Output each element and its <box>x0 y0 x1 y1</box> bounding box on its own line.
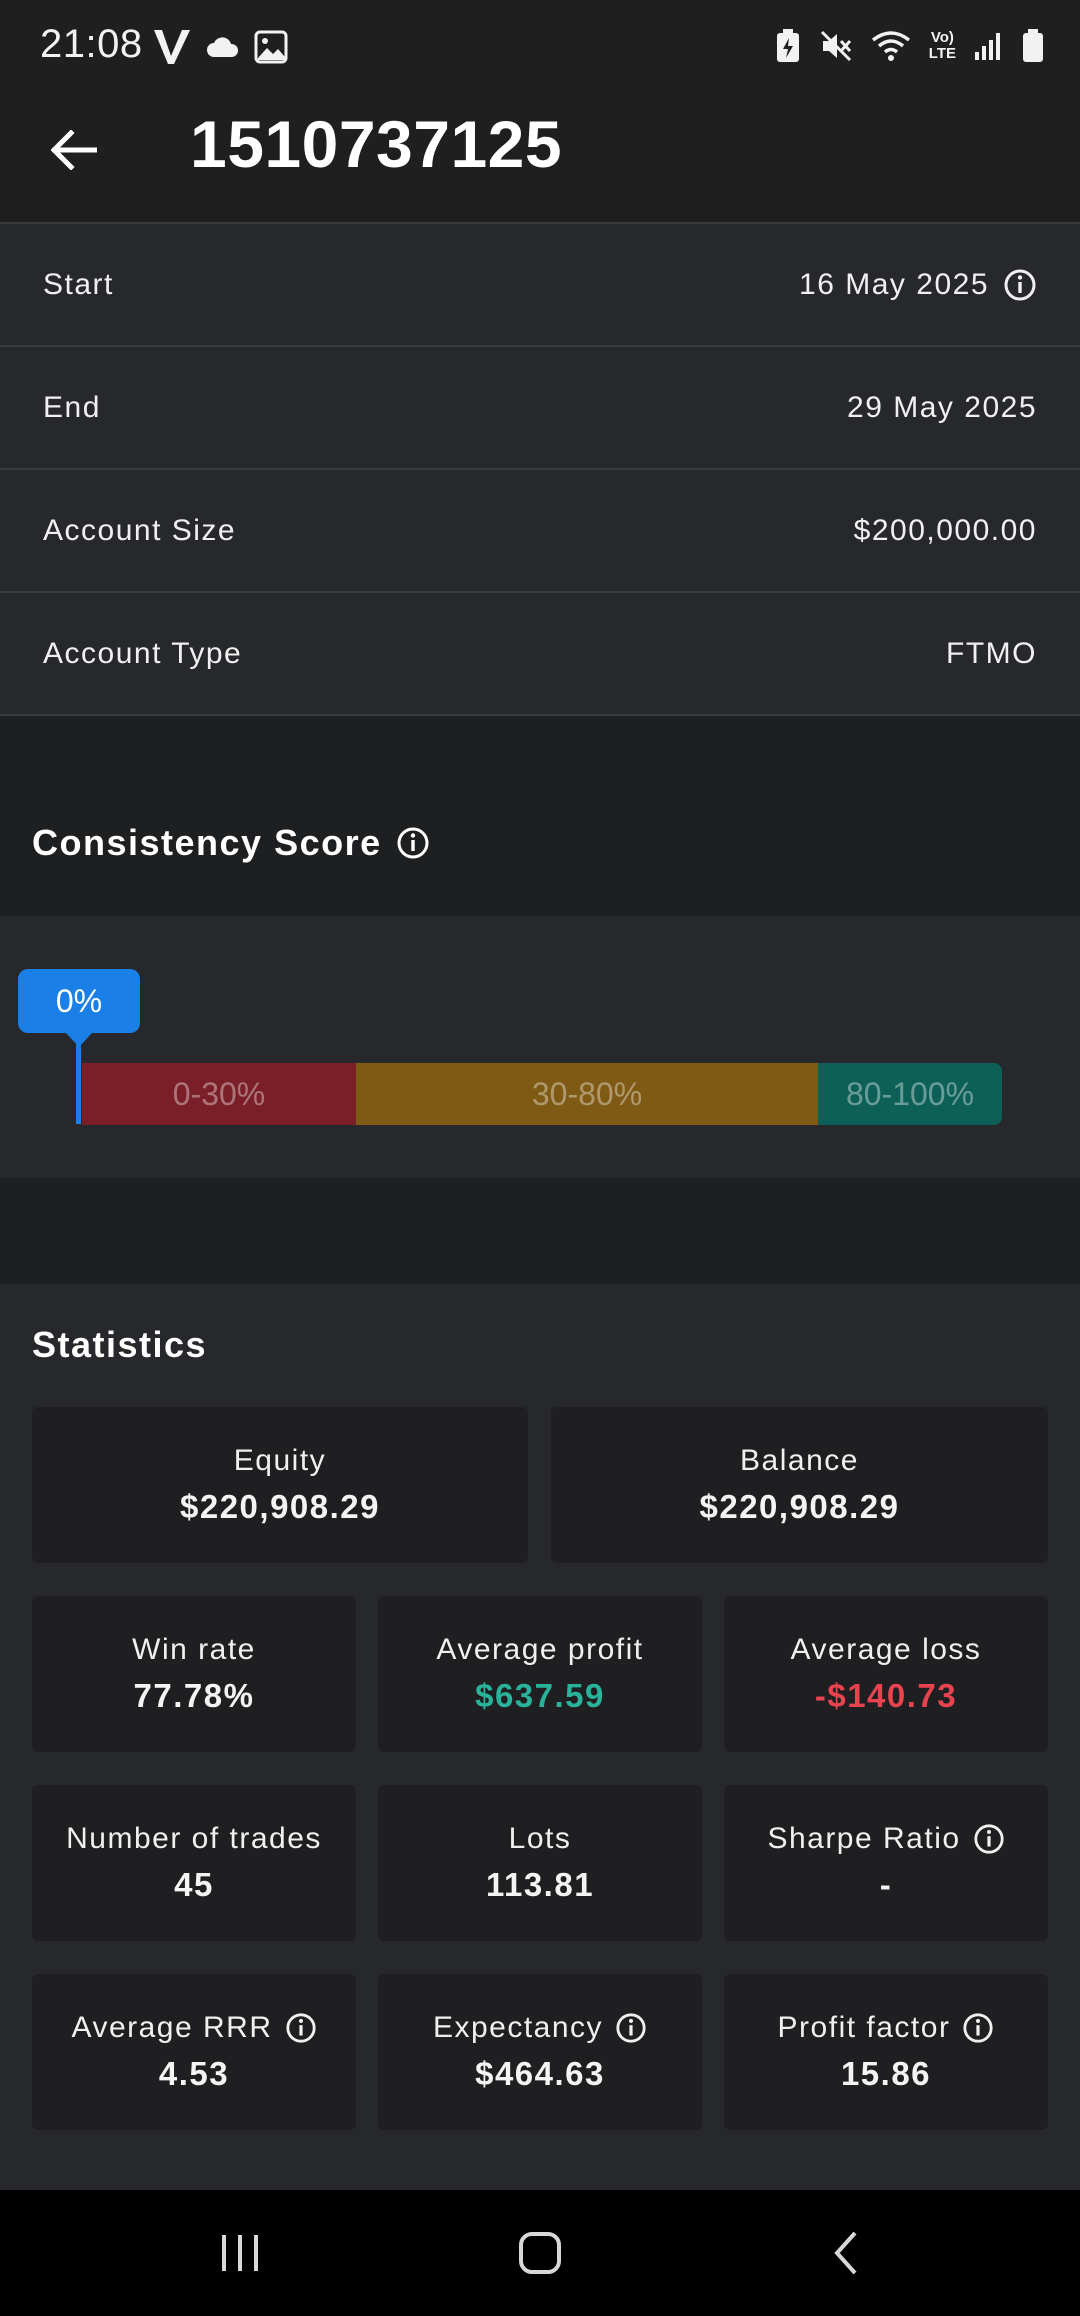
sharpe-ratio-label-wrap: Sharpe Ratio <box>767 1822 1004 1856</box>
lots-label: Lots <box>508 1822 572 1855</box>
info-icon[interactable] <box>615 2012 647 2044</box>
consistency-score-title: Consistency Score <box>32 822 382 863</box>
account-size-label: Account Size <box>43 513 237 547</box>
start-value-wrap: 16 May 2025 <box>799 268 1037 302</box>
equity-label: Equity <box>233 1444 327 1477</box>
info-row-account-size: Account Size $200,000.00 <box>0 470 1080 593</box>
trades-value: 45 <box>174 1866 214 1903</box>
average-rrr-label-wrap: Average RRR <box>71 2011 316 2045</box>
cloud-icon <box>207 37 239 57</box>
start-label: Start <box>43 267 114 301</box>
recents-icon <box>222 2235 258 2271</box>
battery-saver-icon <box>776 29 799 62</box>
segment-mid: 30-80% <box>356 1063 818 1125</box>
volte-bottom: LTE <box>928 45 956 62</box>
home-button[interactable] <box>500 2220 580 2286</box>
balance-label: Balance <box>740 1444 859 1477</box>
info-icon[interactable] <box>962 2012 994 2044</box>
score-marker <box>76 1044 81 1124</box>
average-rrr-value: 4.53 <box>158 2055 230 2092</box>
page-title: 1510737125 <box>190 107 563 181</box>
account-size-value: $200,000.00 <box>853 513 1037 547</box>
back-nav-button[interactable] <box>806 2220 886 2286</box>
segment-low: 0-30% <box>82 1063 356 1125</box>
average-profit-value: $637.59 <box>475 1677 605 1714</box>
score-bubble-pointer <box>66 1033 92 1047</box>
account-info-list: Start 16 May 2025 End 29 May 2025 Accoun… <box>0 224 1080 716</box>
wifi-icon <box>871 31 910 61</box>
stat-card-average-profit: Average profit $637.59 <box>378 1596 702 1752</box>
equity-value: $220,908.29 <box>179 1488 380 1525</box>
stat-card-equity: Equity $220,908.29 <box>32 1407 528 1563</box>
profit-factor-label-wrap: Profit factor <box>778 2011 995 2045</box>
stat-card-sharpe-ratio: Sharpe Ratio - <box>724 1785 1048 1941</box>
system-nav-bar <box>0 2190 1080 2316</box>
expectancy-value: $464.63 <box>475 2055 605 2092</box>
score-bubble: 0% <box>18 969 140 1033</box>
status-bar: 21:08 Vo) <box>0 0 1080 96</box>
stat-card-expectancy: Expectancy $464.63 <box>378 1974 702 2130</box>
segment-high: 80-100% <box>818 1063 1002 1125</box>
info-icon[interactable] <box>1003 268 1037 302</box>
chevron-left-icon <box>834 2231 857 2275</box>
win-rate-label: Win rate <box>132 1633 256 1666</box>
mute-icon <box>820 30 851 62</box>
trades-label: Number of trades <box>66 1822 322 1855</box>
stat-card-balance: Balance $220,908.29 <box>551 1407 1048 1563</box>
info-row-account-type: Account Type FTMO <box>0 593 1080 716</box>
volte-icon: Vo) LTE <box>929 30 956 62</box>
average-loss-value: -$140.73 <box>814 1677 958 1714</box>
status-right-icons: Vo) LTE <box>775 28 1044 64</box>
account-type-label: Account Type <box>43 636 243 670</box>
info-row-start: Start 16 May 2025 <box>0 224 1080 347</box>
win-rate-value: 77.78% <box>133 1677 255 1714</box>
app-bar: 1510737125 <box>0 96 1080 224</box>
recents-button[interactable] <box>200 2220 280 2286</box>
lots-value: 113.81 <box>485 1866 595 1903</box>
back-button[interactable] <box>40 116 108 184</box>
account-type-value: FTMO <box>946 636 1037 670</box>
home-icon <box>519 2232 561 2274</box>
balance-value: $220,908.29 <box>699 1488 900 1525</box>
stat-card-average-rrr: Average RRR 4.53 <box>32 1974 356 2130</box>
info-icon[interactable] <box>285 2012 317 2044</box>
volte-top: Vo) <box>930 29 954 46</box>
arrow-left-icon <box>51 130 97 170</box>
v-app-icon <box>154 30 190 64</box>
status-left-icons <box>152 28 288 66</box>
expectancy-label: Expectancy <box>432 2011 604 2044</box>
stat-card-average-loss: Average loss -$140.73 <box>724 1596 1048 1752</box>
sharpe-ratio-value: - <box>879 1866 893 1903</box>
start-value: 16 May 2025 <box>799 267 989 301</box>
status-time: 21:08 <box>40 22 143 66</box>
average-rrr-label: Average RRR <box>71 2011 273 2044</box>
stat-card-profit-factor: Profit factor 15.86 <box>724 1974 1048 2130</box>
average-loss-label: Average loss <box>790 1633 982 1666</box>
expectancy-label-wrap: Expectancy <box>433 2011 647 2045</box>
stat-card-win-rate: Win rate 77.78% <box>32 1596 356 1752</box>
stat-card-number-of-trades: Number of trades 45 <box>32 1785 356 1941</box>
info-row-end: End 29 May 2025 <box>0 347 1080 470</box>
battery-icon <box>1023 29 1043 62</box>
average-profit-label: Average profit <box>436 1633 644 1666</box>
statistics-title: Statistics <box>32 1324 208 1365</box>
consistency-score-panel: 0% 0-30% 30-80% 80-100% <box>0 916 1080 1178</box>
sharpe-ratio-label: Sharpe Ratio <box>767 1822 961 1855</box>
consistency-score-heading: Consistency Score <box>32 822 430 864</box>
stat-card-lots: Lots 113.81 <box>378 1785 702 1941</box>
info-icon[interactable] <box>396 826 430 860</box>
gallery-icon <box>254 30 288 64</box>
end-label: End <box>43 390 101 424</box>
profit-factor-value: 15.86 <box>840 2055 932 2092</box>
statistics-panel: Statistics Equity $220,908.29 Balance $2… <box>0 1284 1080 2190</box>
end-value: 29 May 2025 <box>847 390 1037 424</box>
score-bar: 0-30% 30-80% 80-100% <box>82 1063 1002 1125</box>
profit-factor-label: Profit factor <box>777 2011 951 2044</box>
signal-icon <box>975 33 1000 60</box>
info-icon[interactable] <box>973 1823 1005 1855</box>
